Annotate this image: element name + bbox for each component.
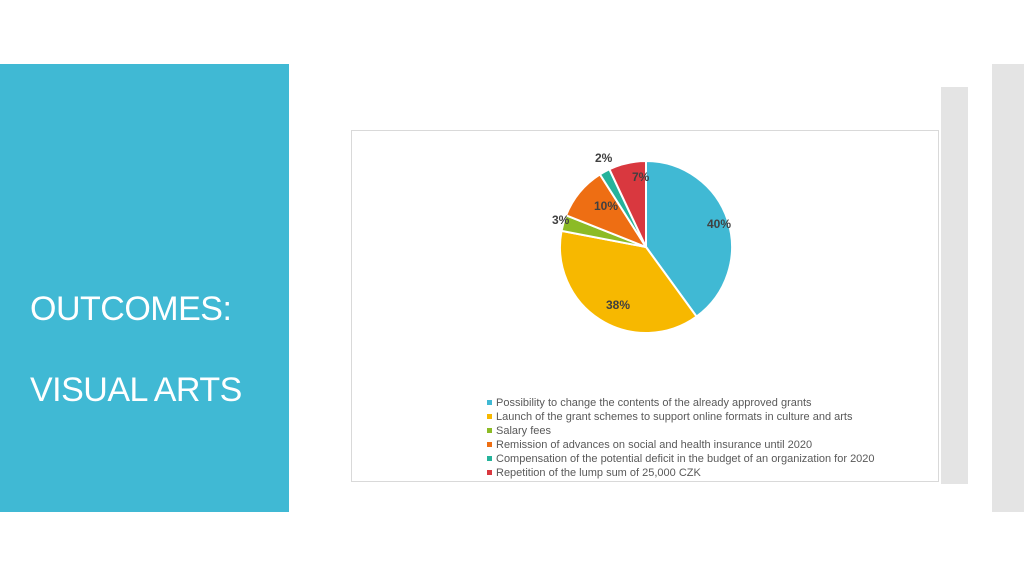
- legend-swatch: [487, 442, 492, 447]
- legend-label: Remission of advances on social and heal…: [496, 439, 813, 451]
- legend-label: Possibility to change the contents of th…: [496, 397, 812, 409]
- legend-label: Compensation of the potential deficit in…: [496, 453, 875, 465]
- legend-item: Repetition of the lump sum of 25,000 CZK: [487, 467, 875, 481]
- legend-item: Possibility to change the contents of th…: [487, 397, 875, 411]
- legend-swatch: [487, 428, 492, 433]
- pie-slice: [608, 159, 647, 248]
- slice-data-label: 40%: [707, 217, 731, 231]
- slice-data-label: 7%: [632, 170, 650, 184]
- slice-data-label: 3%: [552, 213, 570, 227]
- legend-label: Repetition of the lump sum of 25,000 CZK: [496, 467, 701, 479]
- legend-item: Launch of the grant schemes to support o…: [487, 411, 875, 425]
- legend-swatch: [487, 470, 492, 475]
- pie-slice: [559, 229, 698, 334]
- pie-slice: [645, 159, 733, 318]
- legend-item: Compensation of the potential deficit in…: [487, 453, 875, 467]
- legend-label: Salary fees: [496, 425, 552, 437]
- legend-label: Launch of the grant schemes to support o…: [496, 411, 853, 423]
- slide-title-line-1: OUTCOMES:: [30, 290, 232, 328]
- legend-item: Salary fees: [487, 425, 875, 439]
- title-panel: OUTCOMES: VISUAL ARTS: [0, 64, 289, 512]
- legend-swatch: [487, 456, 492, 461]
- pie-chart: 40% 38% 3% 10% 2% 7%: [552, 151, 733, 334]
- slice-data-label: 10%: [594, 199, 618, 213]
- legend-swatch: [487, 414, 492, 419]
- chart-legend: Possibility to change the contents of th…: [487, 397, 875, 481]
- slice-data-label: 38%: [606, 298, 630, 312]
- slide-title-line-2: VISUAL ARTS: [30, 371, 242, 409]
- legend-item: Remission of advances on social and heal…: [487, 439, 875, 453]
- scrollbar-track-outer[interactable]: [992, 64, 1024, 512]
- pie-chart-frame: 40% 38% 3% 10% 2% 7% Possibility to change th…: [351, 130, 939, 482]
- scrollbar-track[interactable]: [941, 87, 968, 484]
- legend-swatch: [487, 400, 492, 405]
- slice-data-label: 2%: [595, 151, 613, 165]
